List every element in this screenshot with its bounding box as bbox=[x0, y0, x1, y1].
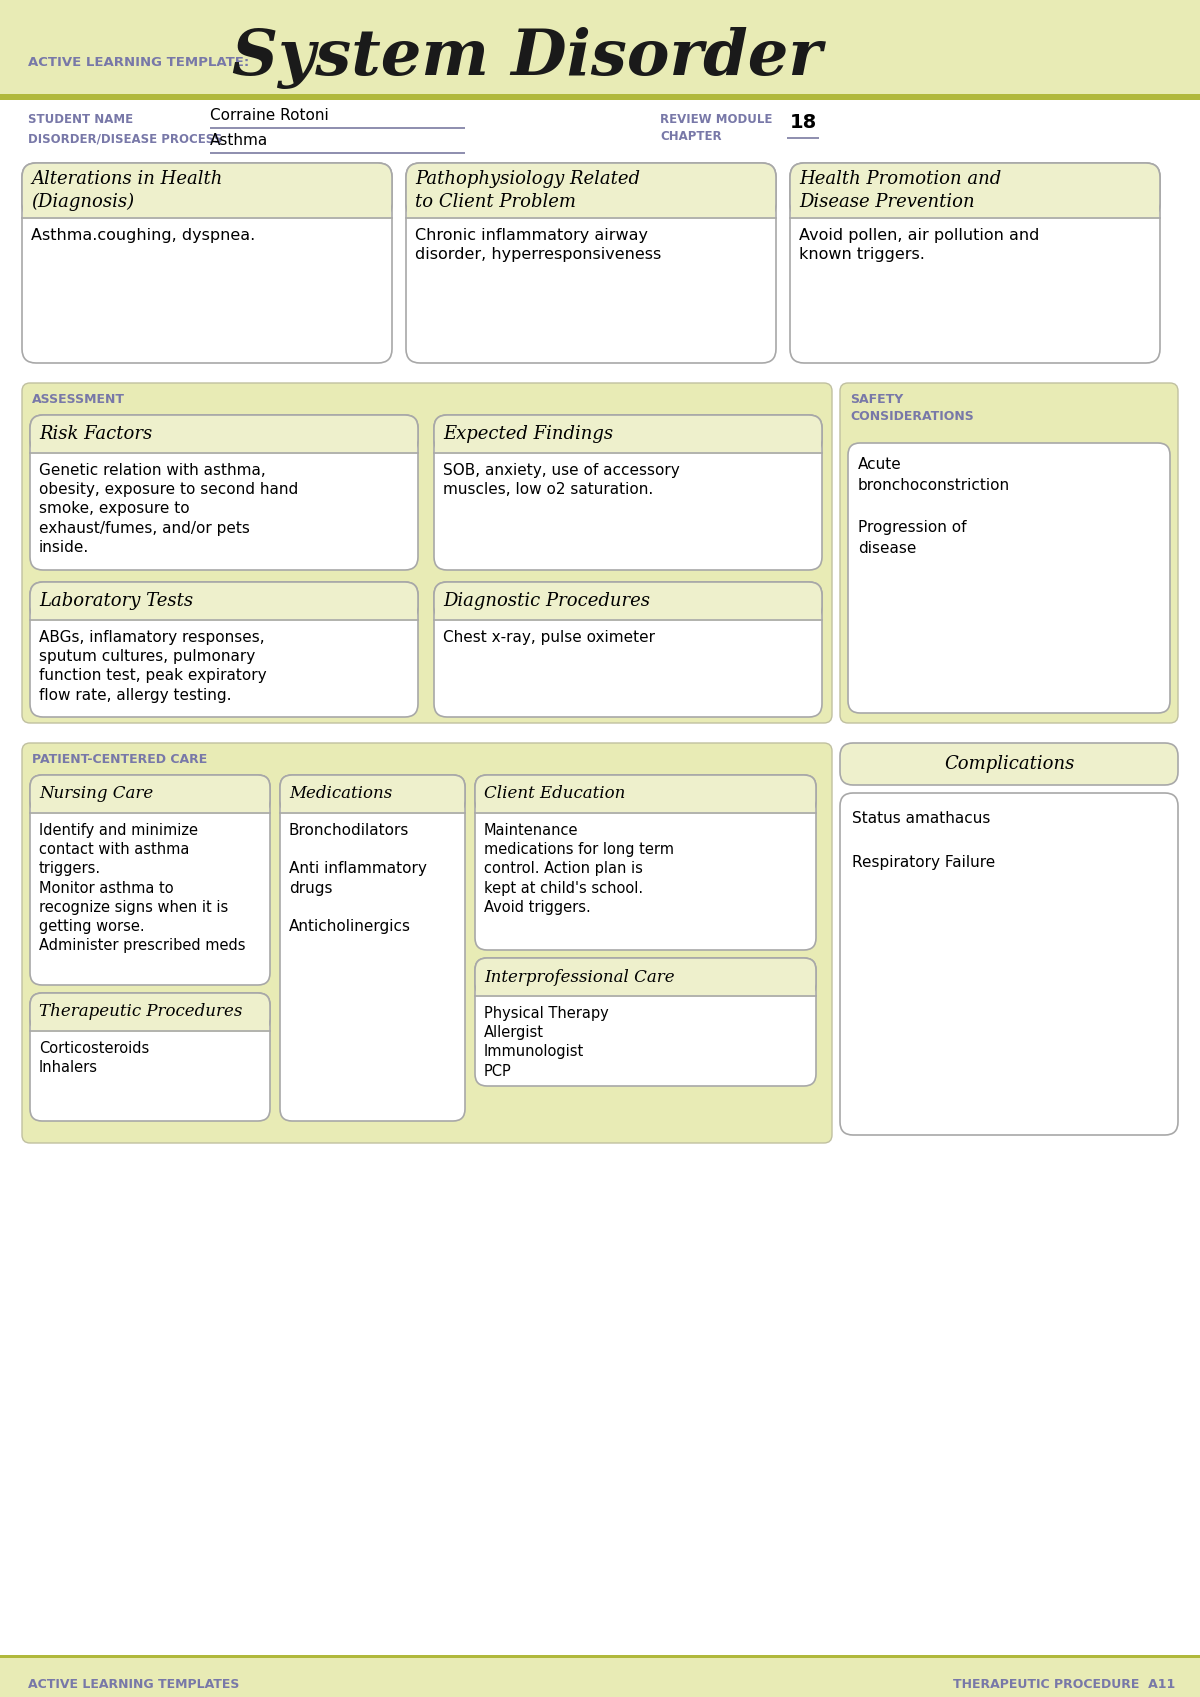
Bar bbox=[407, 204, 775, 219]
Text: ACTIVE LEARNING TEMPLATE:: ACTIVE LEARNING TEMPLATE: bbox=[28, 56, 250, 68]
Text: Corraine Rotoni: Corraine Rotoni bbox=[210, 109, 329, 122]
Text: ASSESSMENT: ASSESSMENT bbox=[32, 394, 125, 406]
FancyBboxPatch shape bbox=[30, 776, 270, 984]
Text: REVIEW MODULE
CHAPTER: REVIEW MODULE CHAPTER bbox=[660, 114, 773, 143]
FancyBboxPatch shape bbox=[840, 384, 1178, 723]
Bar bbox=[0, 1655, 1200, 1658]
Text: Genetic relation with asthma,
obesity, exposure to second hand
smoke, exposure t: Genetic relation with asthma, obesity, e… bbox=[38, 463, 299, 555]
FancyBboxPatch shape bbox=[790, 163, 1160, 363]
Bar bbox=[0, 93, 1200, 100]
Text: Medications: Medications bbox=[289, 786, 392, 803]
FancyBboxPatch shape bbox=[434, 416, 822, 570]
FancyBboxPatch shape bbox=[30, 416, 418, 453]
Bar bbox=[436, 440, 821, 455]
FancyBboxPatch shape bbox=[22, 384, 832, 723]
FancyBboxPatch shape bbox=[475, 776, 816, 813]
Bar bbox=[31, 608, 418, 621]
Bar bbox=[31, 1018, 269, 1032]
FancyBboxPatch shape bbox=[475, 959, 816, 996]
Text: Chest x-ray, pulse oximeter: Chest x-ray, pulse oximeter bbox=[443, 630, 655, 645]
FancyBboxPatch shape bbox=[790, 163, 1160, 217]
Text: Avoid pollen, air pollution and
known triggers.: Avoid pollen, air pollution and known tr… bbox=[799, 227, 1039, 263]
Bar bbox=[436, 608, 821, 621]
Text: Acute
bronchoconstriction

Progression of
disease: Acute bronchoconstriction Progression of… bbox=[858, 456, 1010, 557]
FancyBboxPatch shape bbox=[840, 743, 1178, 786]
FancyBboxPatch shape bbox=[475, 776, 816, 950]
Text: Therapeutic Procedures: Therapeutic Procedures bbox=[38, 1003, 242, 1020]
Text: ACTIVE LEARNING TEMPLATES: ACTIVE LEARNING TEMPLATES bbox=[28, 1678, 239, 1692]
FancyBboxPatch shape bbox=[30, 582, 418, 619]
FancyBboxPatch shape bbox=[30, 416, 418, 570]
Text: SOB, anxiety, use of accessory
muscles, low o2 saturation.: SOB, anxiety, use of accessory muscles, … bbox=[443, 463, 679, 497]
Text: Pathophysiology Related
to Client Problem: Pathophysiology Related to Client Proble… bbox=[415, 170, 640, 210]
Text: Asthma.coughing, dyspnea.: Asthma.coughing, dyspnea. bbox=[31, 227, 256, 243]
Bar bbox=[281, 801, 464, 815]
Bar bbox=[31, 440, 418, 455]
Text: Complications: Complications bbox=[944, 755, 1074, 774]
FancyBboxPatch shape bbox=[840, 792, 1178, 1135]
Text: ABGs, inflamatory responses,
sputum cultures, pulmonary
function test, peak expi: ABGs, inflamatory responses, sputum cult… bbox=[38, 630, 266, 703]
FancyBboxPatch shape bbox=[22, 163, 392, 363]
FancyBboxPatch shape bbox=[280, 776, 466, 813]
Text: System Disorder: System Disorder bbox=[232, 27, 822, 88]
FancyBboxPatch shape bbox=[22, 163, 392, 217]
FancyBboxPatch shape bbox=[434, 416, 822, 453]
Text: Risk Factors: Risk Factors bbox=[38, 424, 152, 443]
Text: SAFETY
CONSIDERATIONS: SAFETY CONSIDERATIONS bbox=[850, 394, 973, 423]
FancyBboxPatch shape bbox=[280, 776, 466, 1122]
Bar bbox=[31, 801, 269, 815]
Text: 18: 18 bbox=[790, 114, 817, 132]
FancyBboxPatch shape bbox=[30, 993, 270, 1032]
Text: Laboratory Tests: Laboratory Tests bbox=[38, 592, 193, 609]
Text: Identify and minimize
contact with asthma
triggers.
Monitor asthma to
recognize : Identify and minimize contact with asthm… bbox=[38, 823, 246, 954]
Text: STUDENT NAME: STUDENT NAME bbox=[28, 114, 133, 126]
Text: Client Education: Client Education bbox=[484, 786, 625, 803]
Bar bbox=[0, 1658, 1200, 1697]
Text: Expected Findings: Expected Findings bbox=[443, 424, 613, 443]
FancyBboxPatch shape bbox=[475, 959, 816, 1086]
Text: Maintenance
medications for long term
control. Action plan is
kept at child's sc: Maintenance medications for long term co… bbox=[484, 823, 674, 915]
Text: PATIENT-CENTERED CARE: PATIENT-CENTERED CARE bbox=[32, 753, 208, 765]
Text: THERAPEUTIC PROCEDURE  A11: THERAPEUTIC PROCEDURE A11 bbox=[953, 1678, 1175, 1692]
Text: Alterations in Health
(Diagnosis): Alterations in Health (Diagnosis) bbox=[31, 170, 222, 210]
Bar bbox=[0, 0, 1200, 100]
FancyBboxPatch shape bbox=[22, 743, 832, 1144]
Text: Physical Therapy
Allergist
Immunologist
PCP: Physical Therapy Allergist Immunologist … bbox=[484, 1006, 608, 1079]
FancyBboxPatch shape bbox=[30, 582, 418, 718]
Text: Interprofessional Care: Interprofessional Care bbox=[484, 969, 674, 986]
Bar bbox=[23, 204, 391, 219]
FancyBboxPatch shape bbox=[848, 443, 1170, 713]
FancyBboxPatch shape bbox=[406, 163, 776, 217]
Text: Chronic inflammatory airway
disorder, hyperresponsiveness: Chronic inflammatory airway disorder, hy… bbox=[415, 227, 661, 263]
Bar bbox=[476, 801, 815, 815]
Text: Bronchodilators

Anti inflammatory
drugs

Anticholinergics: Bronchodilators Anti inflammatory drugs … bbox=[289, 823, 427, 933]
FancyBboxPatch shape bbox=[30, 776, 270, 813]
Text: Corticosteroids
Inhalers: Corticosteroids Inhalers bbox=[38, 1040, 149, 1076]
Text: Asthma: Asthma bbox=[210, 132, 269, 148]
FancyBboxPatch shape bbox=[30, 993, 270, 1122]
Text: Nursing Care: Nursing Care bbox=[38, 786, 154, 803]
Text: Diagnostic Procedures: Diagnostic Procedures bbox=[443, 592, 650, 609]
Bar bbox=[476, 984, 815, 998]
Text: DISORDER/DISEASE PROCESS: DISORDER/DISEASE PROCESS bbox=[28, 132, 222, 146]
Bar bbox=[791, 204, 1159, 219]
Text: Status amathacus

Respiratory Failure: Status amathacus Respiratory Failure bbox=[852, 811, 995, 871]
FancyBboxPatch shape bbox=[434, 582, 822, 718]
FancyBboxPatch shape bbox=[406, 163, 776, 363]
Text: Health Promotion and
Disease Prevention: Health Promotion and Disease Prevention bbox=[799, 170, 1001, 210]
FancyBboxPatch shape bbox=[434, 582, 822, 619]
